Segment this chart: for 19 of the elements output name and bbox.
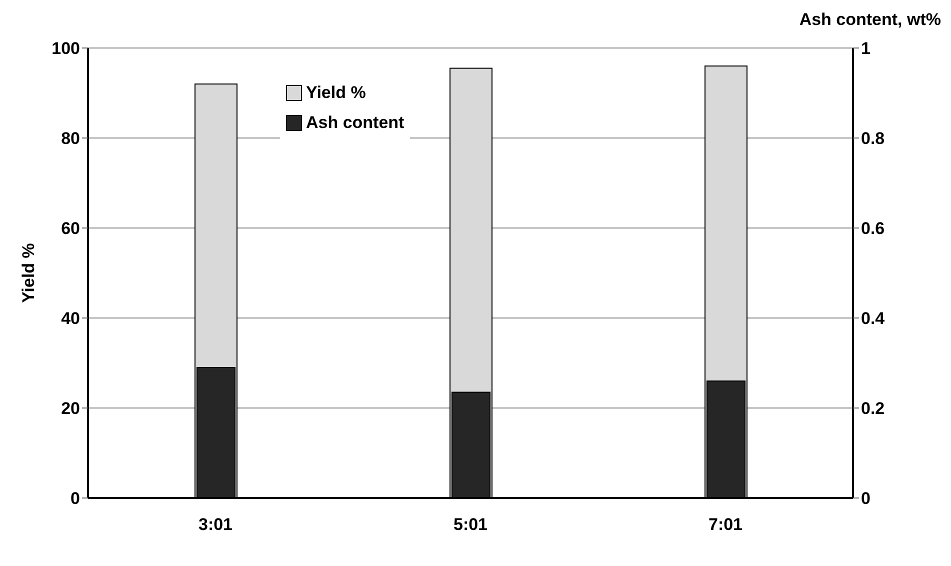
y2-tick-label: 0 bbox=[861, 489, 870, 508]
x-tick-label: 5:01 bbox=[453, 515, 488, 534]
y-tick-label: 20 bbox=[61, 399, 80, 418]
y-axis-title: Yield % bbox=[19, 243, 38, 303]
y-tick-label: 100 bbox=[52, 39, 80, 58]
y-tick-label: 0 bbox=[70, 489, 80, 508]
y2-tick-label: 0.8 bbox=[861, 129, 885, 148]
y2-tick-label: 0.2 bbox=[861, 399, 885, 418]
y-tick-label: 60 bbox=[61, 219, 80, 238]
x-tick-label: 7:01 bbox=[708, 515, 743, 534]
y2-tick-label: 1 bbox=[861, 39, 870, 58]
y-tick-label: 40 bbox=[61, 309, 80, 328]
y2-axis-title: Ash content, wt% bbox=[799, 10, 941, 30]
y-tick-label: 80 bbox=[61, 129, 80, 148]
y2-tick-label: 0.4 bbox=[861, 309, 886, 328]
x-tick-label: 3:01 bbox=[198, 515, 233, 534]
legend-label: Ash content bbox=[306, 112, 404, 134]
y2-tick-label: 0.6 bbox=[861, 219, 885, 238]
legend-label: Yield % bbox=[306, 82, 366, 104]
